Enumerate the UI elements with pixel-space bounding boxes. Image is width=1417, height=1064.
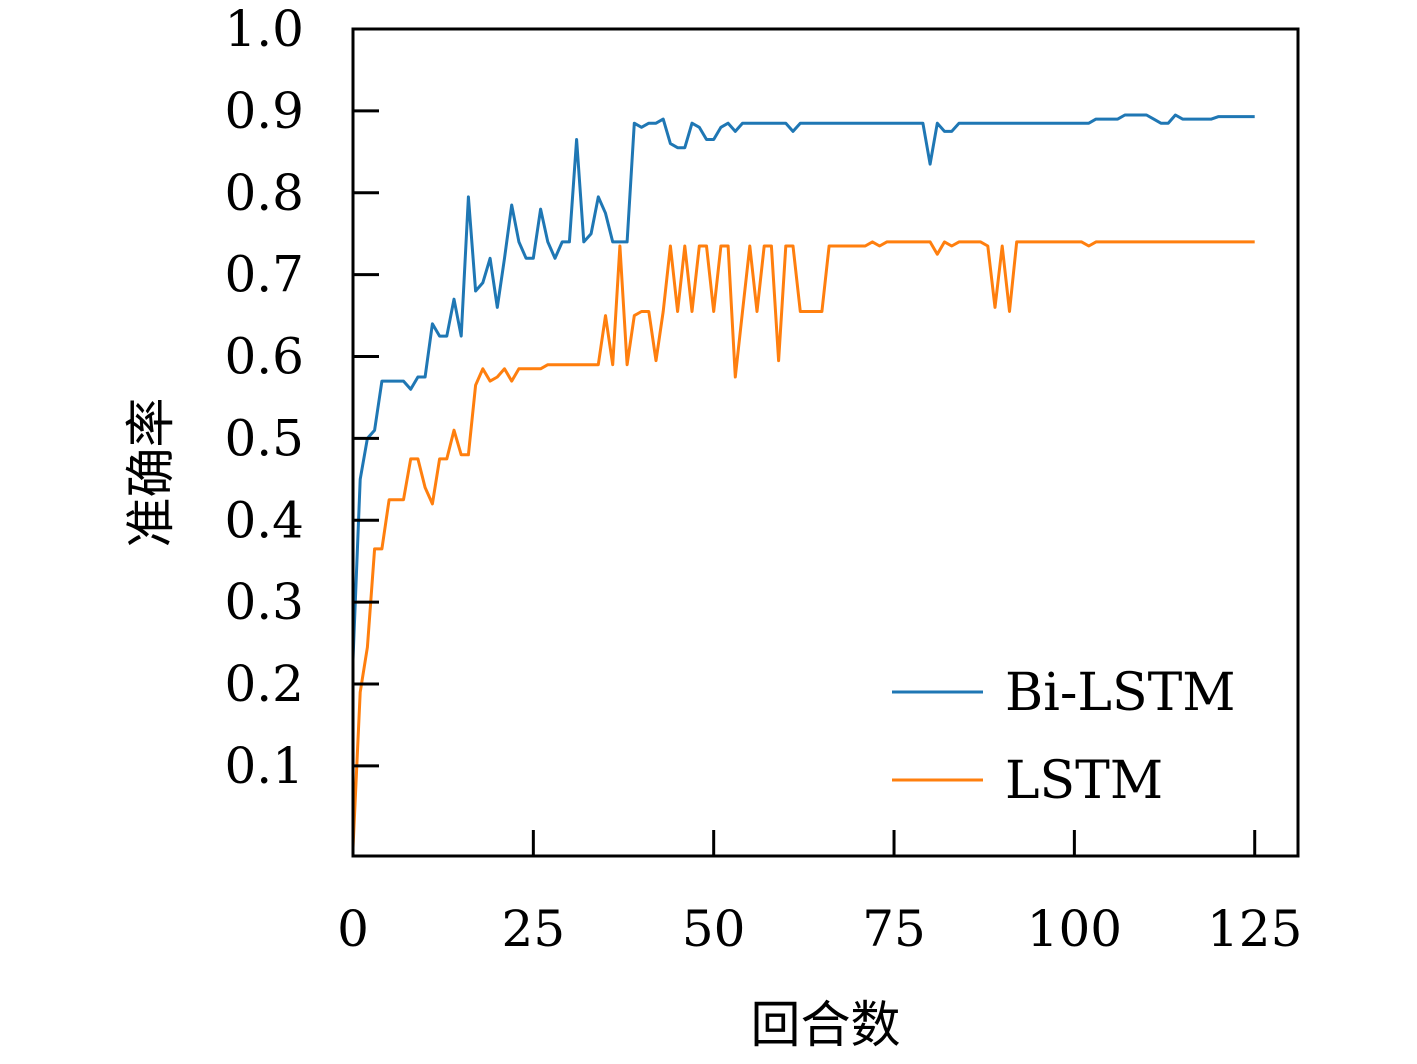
y-tick-label: 0.7 bbox=[224, 246, 304, 304]
y-tick-label: 0.6 bbox=[224, 328, 304, 386]
y-tick-label: 0.1 bbox=[224, 737, 304, 795]
plot-frame bbox=[351, 27, 1300, 858]
x-tick-label: 125 bbox=[1207, 900, 1302, 958]
y-tick-label: 1.0 bbox=[224, 0, 304, 58]
legend: Bi-LSTM LSTM bbox=[892, 663, 1236, 811]
y-axis: 0.1 0.2 0.3 0.4 0.5 0.6 0.7 0.8 0.9 1.0 bbox=[224, 0, 379, 795]
x-tick-label: 50 bbox=[682, 900, 746, 958]
y-axis-title: 准确率 bbox=[122, 398, 180, 548]
y-tick-label: 0.2 bbox=[224, 655, 304, 713]
plot-lines bbox=[351, 113, 1255, 848]
x-tick-label: 100 bbox=[1027, 900, 1122, 958]
y-tick-label: 0.5 bbox=[224, 409, 304, 467]
x-tick-label: 75 bbox=[862, 900, 926, 958]
legend-label: LSTM bbox=[1005, 751, 1163, 811]
series-line-lstm bbox=[351, 240, 1255, 848]
series-line-bi-lstm bbox=[351, 113, 1255, 660]
x-tick-label: 0 bbox=[337, 900, 369, 958]
y-tick-label: 0.8 bbox=[224, 164, 304, 222]
y-tick-label: 0.3 bbox=[224, 573, 304, 631]
x-axis: 0 25 50 75 100 125 bbox=[337, 830, 1302, 958]
legend-label: Bi-LSTM bbox=[1005, 663, 1236, 723]
x-tick-label: 25 bbox=[502, 900, 566, 958]
x-axis-title: 回合数 bbox=[751, 996, 901, 1054]
y-tick-label: 0.9 bbox=[224, 82, 304, 140]
y-tick-label: 0.4 bbox=[224, 491, 304, 549]
